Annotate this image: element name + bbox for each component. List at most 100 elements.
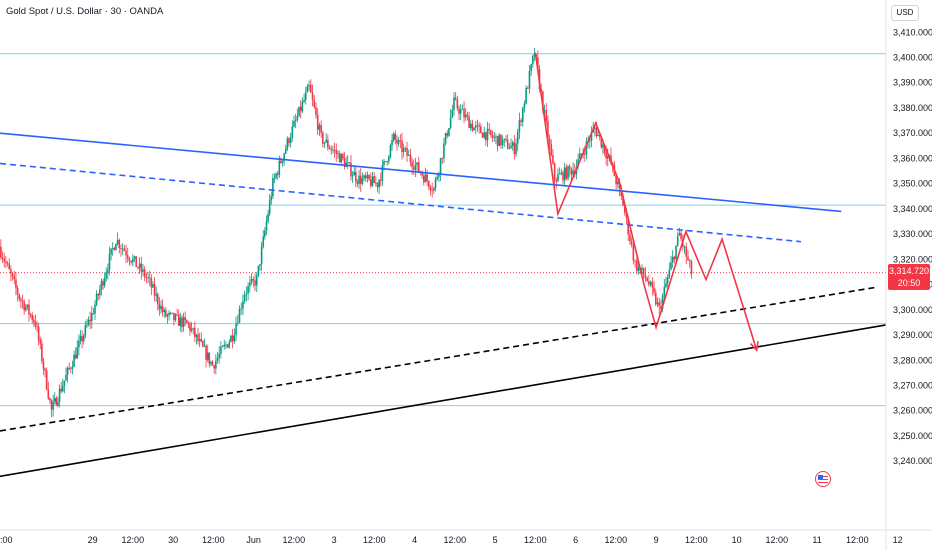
candle-body	[89, 319, 91, 322]
candle-body	[153, 284, 156, 296]
candle-body	[265, 221, 268, 231]
candle-body	[126, 255, 129, 259]
candle-body	[668, 269, 671, 278]
candle-body	[368, 175, 370, 180]
candle-body	[464, 114, 467, 118]
us-flag-icon[interactable]	[815, 471, 831, 487]
candle-body	[567, 166, 569, 179]
candle-body	[547, 120, 549, 139]
candle-body	[332, 149, 334, 151]
candle-body	[142, 269, 144, 272]
candle-body	[520, 120, 522, 123]
candle-body	[646, 278, 648, 281]
candle-body	[206, 352, 209, 360]
candle-body	[680, 232, 682, 239]
candle-body	[86, 324, 88, 326]
candle-body	[429, 186, 432, 191]
current-price-badge: 3,314.720 20:50	[888, 264, 930, 290]
candle-body	[687, 256, 689, 260]
candle-body	[41, 343, 43, 361]
candle-body	[675, 245, 677, 260]
candle-body	[396, 139, 398, 144]
candle-body	[594, 127, 596, 129]
candle-body	[281, 160, 284, 163]
candle-body	[421, 172, 423, 176]
candle-body	[132, 258, 134, 263]
candle-body	[600, 136, 603, 148]
currency-selector[interactable]: USD	[891, 5, 919, 21]
candle-body	[50, 400, 53, 410]
candle-body	[194, 327, 196, 337]
candle-body	[634, 260, 636, 262]
candle-body	[220, 346, 222, 354]
candle-body	[340, 154, 343, 163]
candle-body	[578, 153, 581, 160]
candle-body	[353, 171, 355, 176]
candle-body	[103, 278, 106, 286]
candle-body	[121, 248, 124, 250]
candle-body	[525, 88, 527, 104]
candle-body	[637, 267, 640, 272]
candle-body	[537, 57, 539, 69]
trendline-lower-black-dashed	[0, 286, 878, 432]
candle-body	[218, 353, 220, 358]
candle-body	[459, 109, 462, 114]
candle-body	[417, 162, 420, 172]
candle-body	[255, 275, 258, 286]
candle-body	[388, 156, 390, 162]
candle-body	[328, 147, 331, 149]
trendline-lower-black-solid	[0, 324, 887, 478]
candle-body	[71, 366, 74, 369]
candle-body	[160, 306, 162, 310]
candle-body	[36, 325, 38, 327]
candle-body	[480, 126, 482, 134]
candle-body	[15, 279, 17, 288]
candle-body	[598, 134, 601, 137]
candle-body	[446, 133, 449, 136]
candle-body	[342, 154, 344, 159]
candle-body	[306, 86, 309, 93]
candle-body	[363, 175, 365, 179]
candle-body	[254, 280, 256, 286]
y-tick-label: 3,320.000	[893, 254, 932, 264]
candle-body	[16, 287, 19, 295]
candle-body	[92, 313, 95, 314]
candle-body	[654, 292, 657, 305]
candle-body	[118, 239, 121, 249]
current-price-value: 3,314.720	[888, 266, 930, 276]
candle-body	[226, 344, 229, 348]
candle-body	[665, 283, 667, 287]
candle-body	[174, 314, 177, 321]
candle-body	[200, 339, 203, 342]
candle-body	[283, 153, 285, 161]
x-tick-label: 12:00	[605, 535, 628, 545]
candle-body	[249, 282, 251, 287]
candle-body	[473, 127, 475, 131]
candle-body	[466, 114, 469, 117]
candle-body	[346, 162, 349, 164]
candle-body	[378, 179, 380, 188]
candle-body	[402, 148, 405, 153]
candle-body	[171, 312, 174, 314]
candle-body	[211, 361, 214, 366]
candle-body	[510, 145, 512, 149]
candle-body	[190, 328, 193, 331]
candle-body	[343, 158, 346, 167]
candle-body	[521, 107, 524, 123]
y-tick-label: 3,330.000	[893, 229, 932, 239]
candle-body	[303, 99, 305, 102]
candle-body	[198, 339, 201, 342]
candle-body	[325, 139, 327, 143]
candle-body	[245, 293, 248, 295]
candle-body	[481, 133, 484, 138]
candle-body	[383, 161, 385, 166]
chart-title: Gold Spot / U.S. Dollar · 30 · OANDA	[6, 6, 164, 17]
candle-body	[90, 313, 93, 322]
candle-body	[422, 175, 425, 183]
candle-body	[642, 267, 645, 276]
candle-body	[373, 176, 375, 184]
candle-body	[605, 153, 607, 159]
candle-body	[152, 284, 154, 288]
candle-body	[291, 126, 294, 138]
